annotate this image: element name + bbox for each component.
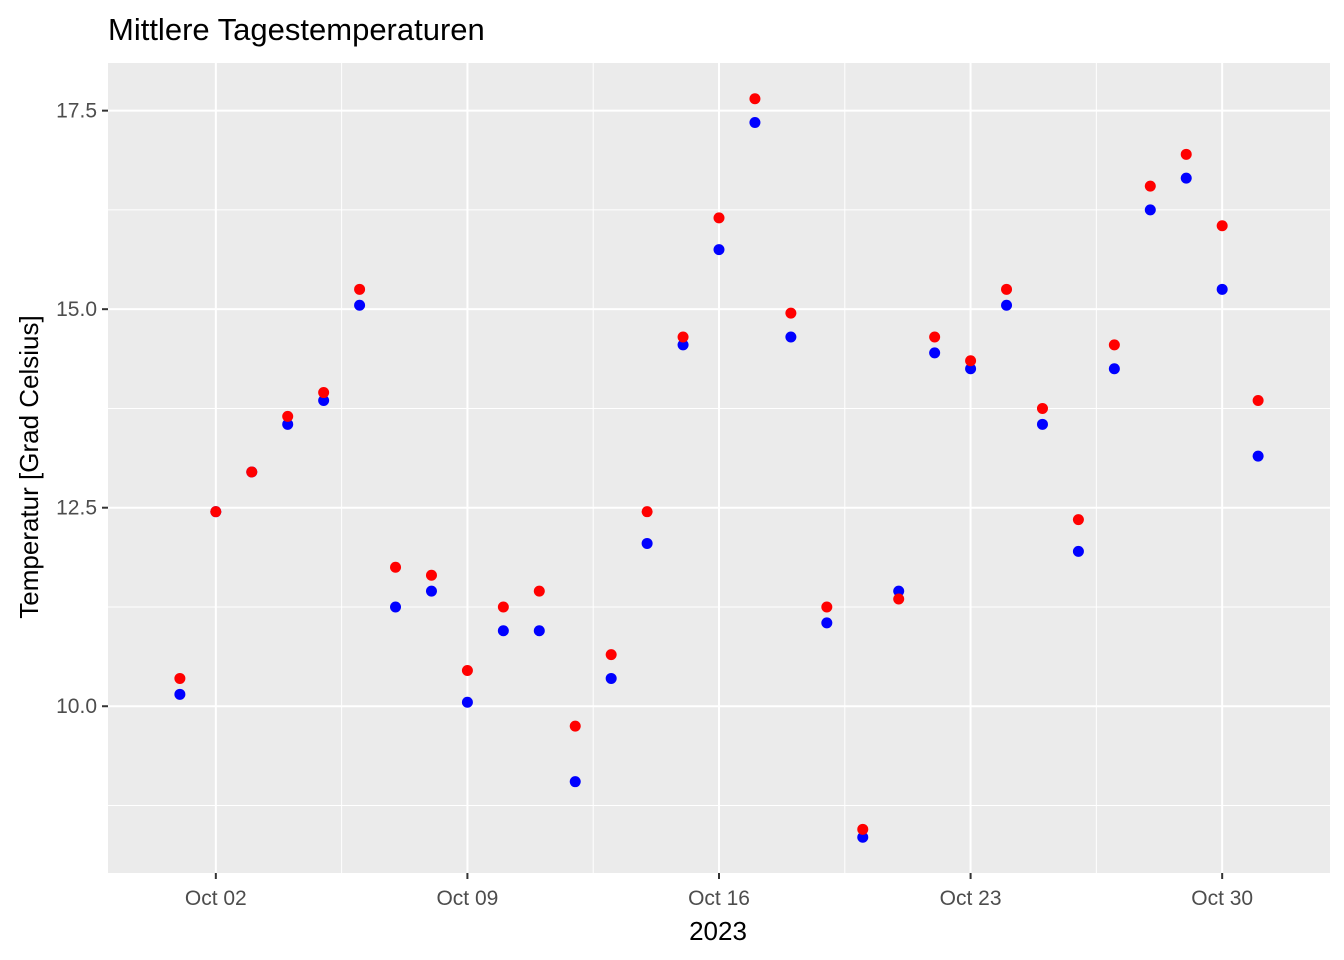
data-point [965, 355, 977, 367]
data-point [1001, 283, 1013, 295]
x-axis-ticks: Oct 02 Oct 09 Oct 16 Oct 23 Oct 30 [185, 873, 1253, 910]
data-point [282, 418, 294, 430]
data-point [390, 561, 402, 573]
data-point [857, 823, 869, 835]
data-point [569, 720, 581, 732]
data-point [533, 625, 545, 637]
data-point [1144, 180, 1156, 192]
x-axis-title: 2023 [689, 916, 747, 946]
data-point [605, 672, 617, 684]
data-point [1001, 299, 1013, 311]
data-point [497, 601, 509, 613]
y-tick-label: 15.0 [56, 298, 97, 321]
plot-panel [108, 63, 1330, 873]
data-point [1144, 204, 1156, 216]
data-point [605, 649, 617, 661]
data-point [1252, 395, 1264, 406]
data-point [569, 776, 581, 788]
data-point [1108, 339, 1120, 351]
data-point [425, 569, 437, 581]
data-point [497, 625, 509, 637]
data-point [713, 212, 725, 224]
data-point [210, 506, 222, 518]
data-point [533, 585, 545, 597]
data-point [641, 506, 653, 518]
y-tick-label: 10.0 [56, 695, 97, 718]
data-point [1180, 148, 1192, 160]
x-tick-label: Oct 30 [1191, 887, 1253, 910]
data-point [785, 307, 797, 319]
data-point [1036, 402, 1048, 414]
data-point [354, 283, 366, 295]
data-point [857, 831, 869, 843]
data-point [1180, 172, 1192, 184]
x-tick-label: Oct 02 [185, 887, 247, 910]
series-2-points [174, 93, 1264, 835]
data-point [749, 117, 761, 129]
y-axis-ticks: 10.0 12.5 15.0 17.5 [56, 100, 108, 718]
y-axis-title: Temperatur [Grad Celsius] [14, 315, 44, 618]
y-tick-label: 17.5 [56, 100, 97, 123]
data-point [749, 93, 761, 105]
data-point [1036, 418, 1048, 430]
data-point [390, 601, 402, 613]
data-point [821, 617, 833, 629]
data-point [965, 363, 977, 375]
y-tick-label: 12.5 [56, 497, 97, 520]
data-points [174, 93, 1264, 843]
data-point [677, 331, 689, 343]
data-point [677, 339, 689, 351]
data-point [893, 593, 905, 605]
data-point [1216, 220, 1228, 232]
data-point [713, 244, 725, 256]
series-1-points [174, 117, 1264, 843]
data-point [318, 387, 330, 399]
data-point [929, 331, 941, 343]
data-point [1072, 545, 1084, 557]
data-point [1108, 363, 1120, 375]
data-point [821, 601, 833, 613]
x-tick-label: Oct 09 [436, 887, 498, 910]
data-point [425, 585, 437, 597]
data-point [354, 299, 366, 311]
data-point [246, 466, 258, 478]
data-point [461, 696, 473, 708]
data-point [893, 585, 905, 597]
data-point [1252, 450, 1264, 462]
data-point [318, 395, 330, 406]
data-point [1072, 514, 1084, 526]
data-point [174, 688, 186, 700]
data-point [1216, 283, 1228, 295]
data-point [929, 347, 941, 359]
chart-title: Mittlere Tagestemperaturen [108, 12, 485, 47]
data-point [461, 665, 473, 676]
data-point [641, 537, 653, 549]
data-point [282, 410, 294, 422]
x-tick-label: Oct 23 [940, 887, 1002, 910]
data-point [174, 672, 186, 684]
x-tick-label: Oct 16 [688, 887, 750, 910]
data-point [785, 331, 797, 343]
